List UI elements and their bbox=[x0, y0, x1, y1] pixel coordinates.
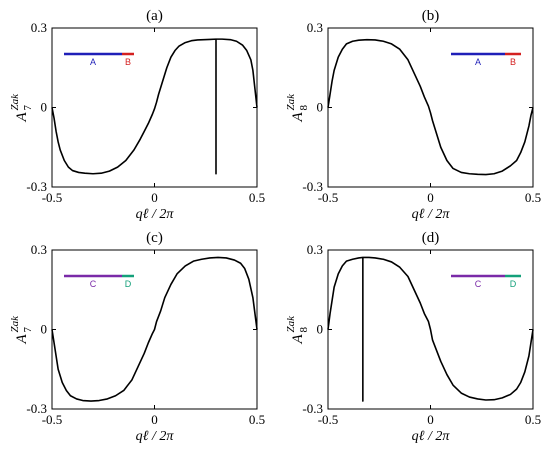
y-axis-label-base: A bbox=[14, 112, 30, 123]
x-tick-label: 0.5 bbox=[525, 190, 541, 205]
y-tick-label: 0 bbox=[41, 100, 48, 115]
y-tick-label: -0.3 bbox=[302, 179, 323, 194]
series-line bbox=[327, 256, 534, 402]
y-axis-label-base: A bbox=[14, 334, 30, 345]
legend-label: C bbox=[90, 279, 97, 289]
x-tick-label: -0.5 bbox=[318, 412, 339, 427]
y-axis-label-sub: 7 bbox=[22, 327, 34, 333]
x-tick-label: 0.5 bbox=[525, 412, 541, 427]
x-axis-label: qℓ / 2π bbox=[412, 207, 451, 222]
y-tick-label: 0.3 bbox=[31, 242, 47, 257]
y-axis-label-sub: 7 bbox=[22, 105, 34, 111]
legend-label: C bbox=[475, 279, 482, 289]
y-tick-label: 0.3 bbox=[307, 242, 323, 257]
x-tick-label: 0.5 bbox=[249, 412, 265, 427]
y-axis-label-sub: 8 bbox=[298, 327, 310, 333]
legend-label: A bbox=[475, 57, 481, 67]
x-axis-label: qℓ / 2π bbox=[136, 207, 175, 222]
plot-frame bbox=[327, 27, 534, 188]
series-line bbox=[327, 38, 534, 176]
y-tick-label: 0.3 bbox=[31, 20, 47, 35]
panel-title: (b) bbox=[422, 8, 440, 24]
y-axis-label-sup: Zak bbox=[9, 315, 21, 333]
x-tick-label: 0 bbox=[427, 412, 434, 427]
legend-label: B bbox=[510, 57, 516, 67]
x-tick-label: -0.5 bbox=[318, 190, 339, 205]
panel-title: (a) bbox=[146, 8, 163, 24]
panel-title: (d) bbox=[422, 230, 440, 246]
y-axis-label-sup: Zak bbox=[285, 315, 297, 333]
x-tick-label: 0 bbox=[151, 412, 158, 427]
y-tick-label: 0.3 bbox=[307, 20, 323, 35]
x-tick-label: 0 bbox=[151, 190, 158, 205]
y-axis-label-base: A bbox=[290, 112, 306, 123]
x-tick-label: 0 bbox=[427, 190, 434, 205]
y-axis-label-sup: Zak bbox=[9, 93, 21, 111]
x-tick-label: -0.5 bbox=[42, 412, 63, 427]
legend-label: D bbox=[510, 279, 517, 289]
legend-label: D bbox=[125, 279, 132, 289]
x-axis-label: qℓ / 2π bbox=[136, 429, 175, 444]
y-tick-label: -0.3 bbox=[26, 179, 47, 194]
y-tick-label: 0 bbox=[317, 322, 324, 337]
x-tick-label: -0.5 bbox=[42, 190, 63, 205]
y-axis-label-sub: 8 bbox=[298, 105, 310, 111]
legend-label: B bbox=[125, 57, 131, 67]
panel-title: (c) bbox=[146, 230, 163, 246]
y-axis-label-base: A bbox=[290, 334, 306, 345]
legend-label: A bbox=[90, 57, 96, 67]
x-axis-label: qℓ / 2π bbox=[412, 429, 451, 444]
series-line bbox=[51, 38, 258, 175]
y-tick-label: -0.3 bbox=[26, 401, 47, 416]
series-line bbox=[51, 256, 258, 402]
y-tick-label: 0 bbox=[41, 322, 48, 337]
x-tick-label: 0.5 bbox=[249, 190, 265, 205]
y-tick-label: -0.3 bbox=[302, 401, 323, 416]
y-axis-label-sup: Zak bbox=[285, 93, 297, 111]
y-tick-label: 0 bbox=[317, 100, 324, 115]
